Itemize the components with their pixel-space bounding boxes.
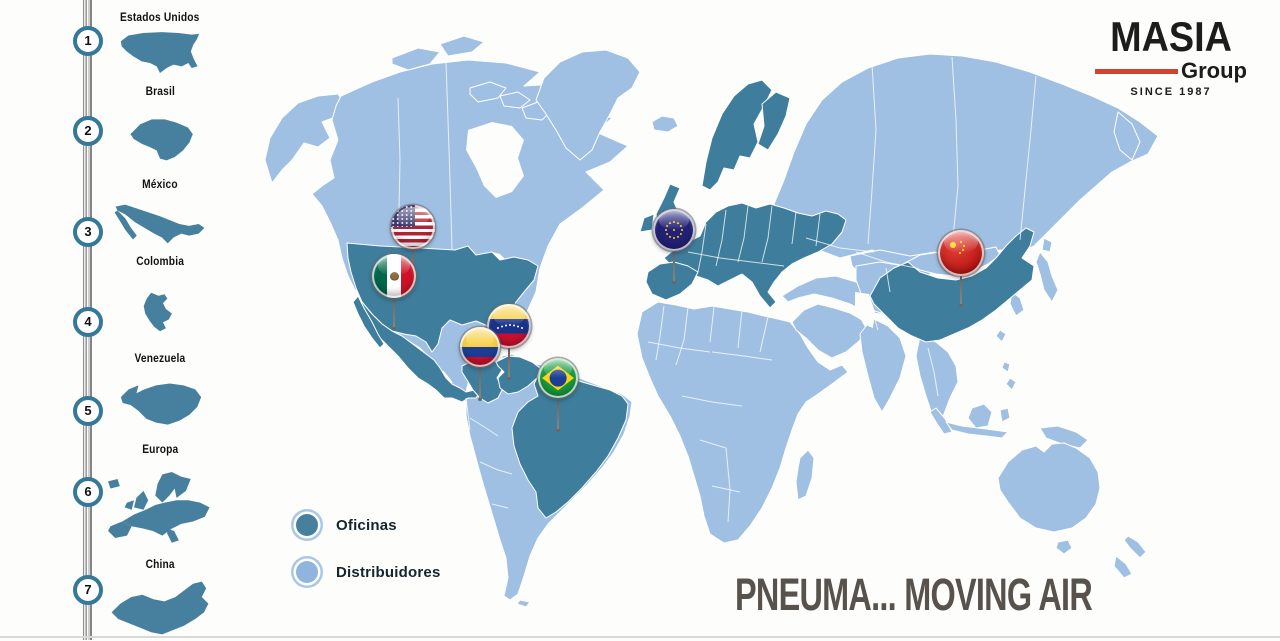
timeline-badge-5: 5 — [73, 396, 103, 426]
map-pin-colombia — [460, 327, 500, 401]
sidebar-item-brasil: Brasil — [98, 82, 222, 176]
legend-item-offices: Oficinas — [292, 510, 440, 540]
pin-stick — [556, 378, 560, 432]
eu-flag-stars — [672, 228, 676, 232]
legend-item-distributors: Distribuidores — [292, 557, 440, 587]
china-silhouette-icon — [111, 581, 209, 635]
office-legend-icon — [296, 514, 318, 536]
logo-wordmark: MASIA — [1110, 13, 1232, 60]
brazil-flag-icon — [538, 358, 578, 398]
logo-red-line — [1095, 68, 1178, 74]
colombia-silhouette-icon — [143, 292, 172, 332]
country-borders — [397, 56, 1037, 523]
pin-stick — [478, 347, 482, 401]
masia-group-logo: MASIA Group SINCE 1987 — [1095, 16, 1247, 98]
pin-stick — [507, 326, 511, 380]
sidebar-item-europa: Europa — [98, 440, 222, 550]
colombia-flag-icon — [460, 327, 500, 367]
sidebar-item-venezuela: Venezuela — [98, 349, 222, 441]
country-label: Estados Unidos — [120, 10, 200, 24]
mexico-silhouette-icon — [114, 204, 205, 244]
venezuela-silhouette-icon — [120, 383, 202, 425]
bottom-divider — [0, 636, 1280, 638]
usa-silhouette-icon — [120, 32, 200, 73]
timeline-badge-6: 6 — [73, 477, 103, 507]
country-label: Brasil — [145, 84, 175, 98]
china-flag-star — [949, 241, 956, 248]
legend-label: Oficinas — [336, 516, 397, 534]
sidebar-item-china: China — [98, 555, 222, 641]
brazil-flag-globe — [549, 369, 567, 387]
map-pin-mexico — [372, 254, 416, 330]
country-label: Colombia — [136, 254, 184, 268]
sidebar-item-estados-unidos: Estados Unidos — [98, 8, 222, 78]
legend-label: Distribuidores — [336, 563, 441, 581]
brazil-silhouette-icon — [130, 119, 193, 161]
usa-flag-canton — [391, 205, 416, 227]
country-label: México — [142, 177, 178, 191]
country-label: China — [145, 557, 175, 571]
map-legend: Oficinas Distribuidores — [292, 510, 440, 604]
logo-since-text: SINCE 1987 — [1130, 86, 1212, 98]
europe-silhouette-icon — [108, 471, 210, 543]
tagline: PNEUMA... MOVING AIR — [735, 569, 1093, 620]
sidebar-item-mexico: México — [98, 175, 222, 253]
country-label: Venezuela — [134, 351, 186, 365]
timeline-badge-2: 2 — [73, 116, 103, 146]
eu-flag-icon — [653, 209, 695, 251]
sidebar-item-colombia: Colombia — [98, 252, 222, 352]
map-pin-usa — [391, 205, 435, 281]
map-pin-europe — [653, 209, 695, 284]
timeline-badge-4: 4 — [73, 307, 103, 337]
map-pin-china — [938, 230, 984, 307]
timeline-badge-1: 1 — [73, 26, 103, 56]
country-label: Europa — [141, 442, 179, 456]
china-flag-icon — [938, 230, 984, 276]
mexico-flag-icon — [372, 254, 416, 298]
venezuela-flag-stars — [509, 324, 511, 327]
logo-group-text: Group — [1181, 58, 1247, 83]
usa-flag-icon — [391, 205, 435, 249]
distributor-legend-icon — [296, 561, 318, 583]
pin-stick — [672, 230, 676, 284]
map-pin-brazil — [538, 358, 578, 432]
pin-stick — [959, 253, 963, 307]
pin-stick — [392, 276, 396, 330]
timeline-badge-3: 3 — [73, 217, 103, 247]
mexico-flag-emblem — [389, 272, 399, 281]
timeline-badge-7: 7 — [73, 575, 103, 605]
